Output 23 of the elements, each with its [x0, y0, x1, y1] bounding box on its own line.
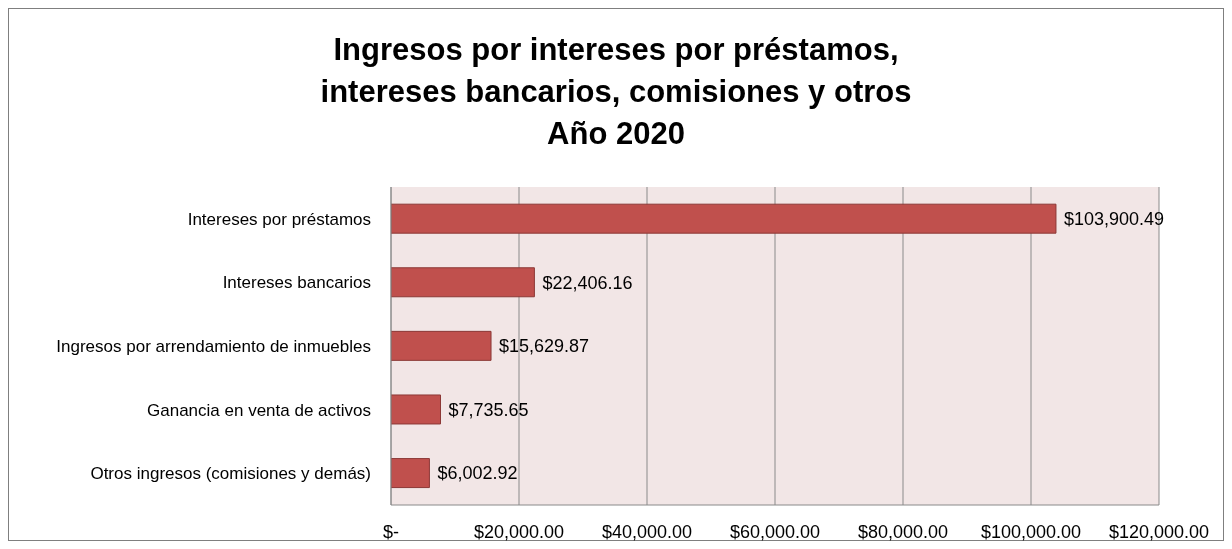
- data-label: $7,735.65: [448, 399, 529, 420]
- bar: [391, 203, 1057, 234]
- y-tick-label: Intereses bancarios: [222, 273, 371, 293]
- y-tick-label: Ganancia en venta de activos: [147, 400, 371, 420]
- x-tick-label: $-: [382, 521, 400, 542]
- bar: [391, 394, 442, 425]
- bar: [391, 267, 535, 298]
- x-tick-label: $40,000.00: [601, 521, 693, 542]
- chart-title: Ingresos por intereses por préstamos, intereses bancarios, comisiones y otros Año 2020: [319, 31, 913, 153]
- data-label: $15,629.87: [499, 336, 590, 357]
- x-tick-label: $80,000.00: [857, 521, 949, 542]
- y-tick-label: Ingresos por arrendamiento de inmuebles: [56, 337, 371, 357]
- y-tick-label: Otros ingresos (comisiones y demás): [90, 464, 371, 484]
- bar: [391, 458, 430, 489]
- x-tick-label: $60,000.00: [729, 521, 821, 542]
- x-tick-label: $120,000.00: [1108, 521, 1210, 542]
- x-tick-label: $20,000.00: [473, 521, 565, 542]
- data-label: $6,002.92: [437, 463, 518, 484]
- x-tick-label: $100,000.00: [980, 521, 1082, 542]
- data-label: $103,900.49: [1063, 208, 1165, 229]
- y-tick-label: Intereses por préstamos: [187, 209, 371, 229]
- data-label: $22,406.16: [542, 272, 633, 293]
- bar: [391, 330, 492, 361]
